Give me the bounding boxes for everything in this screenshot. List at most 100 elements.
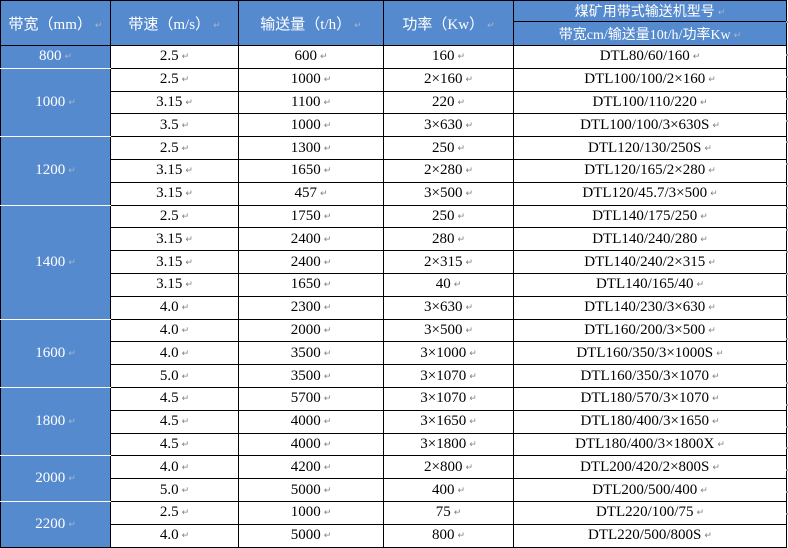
col-header-model-title[interactable]: 煤矿用带式输送机型号 ↵ — [513, 0, 787, 22]
belt-speed-cell[interactable]: 2.5 ↵ — [110, 136, 239, 160]
belt-speed-cell[interactable]: 4.5 ↵ — [110, 409, 239, 434]
power-cell[interactable]: 2×315 ↵ — [383, 250, 514, 274]
belt-speed-cell[interactable]: 3.15 ↵ — [110, 227, 239, 252]
power-cell[interactable]: 400 ↵ — [383, 478, 514, 502]
power-cell[interactable]: 160 ↵ — [383, 45, 514, 69]
capacity-cell[interactable]: 1300 ↵ — [238, 136, 384, 160]
capacity-cell[interactable]: 1750 ↵ — [238, 204, 384, 229]
model-cell[interactable]: DTL220/100/75 ↵ — [513, 500, 787, 525]
belt-speed-cell[interactable]: 3.15 ↵ — [110, 250, 239, 274]
belt-speed-cell[interactable]: 4.0 ↵ — [110, 523, 239, 548]
col-header-capacity[interactable]: 输送量（t/h） ↵ — [238, 0, 384, 46]
power-cell[interactable]: 3×500 ↵ — [383, 181, 514, 206]
belt-speed-cell[interactable]: 2.5 ↵ — [110, 204, 239, 229]
model-cell[interactable]: DTL160/350/3×1070 ↵ — [513, 364, 787, 388]
belt-speed-cell[interactable]: 3.15 ↵ — [110, 90, 239, 115]
belt-width-cell[interactable]: 1400 ↵ — [0, 204, 111, 320]
power-cell[interactable]: 3×630 ↵ — [383, 113, 514, 138]
power-cell[interactable]: 40 ↵ — [383, 272, 514, 297]
model-cell[interactable]: DTL100/100/3×630S ↵ — [513, 113, 787, 138]
belt-speed-cell[interactable]: 3.15 ↵ — [110, 272, 239, 297]
power-cell[interactable]: 3×1650 ↵ — [383, 409, 514, 434]
model-cell[interactable]: DTL80/60/160 ↵ — [513, 45, 787, 69]
col-header-belt-speed[interactable]: 带速（m/s） ↵ — [110, 0, 239, 46]
model-cell[interactable]: DTL140/230/3×630 ↵ — [513, 295, 787, 320]
belt-width-cell[interactable]: 1000 ↵ — [0, 67, 111, 138]
power-cell[interactable]: 3×1800 ↵ — [383, 432, 514, 457]
model-cell[interactable]: DTL100/100/2×160 ↵ — [513, 67, 787, 92]
belt-width-cell[interactable]: 1200 ↵ — [0, 136, 111, 206]
belt-width-cell[interactable]: 1800 ↵ — [0, 386, 111, 457]
col-header-power[interactable]: 功率（Kw） ↵ — [383, 0, 514, 46]
capacity-cell[interactable]: 1650 ↵ — [238, 272, 384, 297]
model-cell[interactable]: DTL100/110/220 ↵ — [513, 90, 787, 115]
belt-width-cell[interactable]: 800 ↵ — [0, 45, 111, 69]
capacity-cell[interactable]: 457 ↵ — [238, 181, 384, 206]
col-header-model-subtitle[interactable]: 带宽cm/输送量10t/h/功率Kw ↵ — [513, 21, 787, 46]
power-cell[interactable]: 3×500 ↵ — [383, 318, 514, 343]
capacity-cell[interactable]: 5000 ↵ — [238, 523, 384, 548]
capacity-cell[interactable]: 1000 ↵ — [238, 500, 384, 525]
capacity-cell[interactable]: 5000 ↵ — [238, 478, 384, 502]
capacity-cell[interactable]: 1100 ↵ — [238, 90, 384, 115]
capacity-cell[interactable]: 1650 ↵ — [238, 158, 384, 183]
model-cell[interactable]: DTL120/130/250S ↵ — [513, 136, 787, 160]
col-header-belt-width[interactable]: 带宽（mm） ↵ — [0, 0, 111, 46]
model-cell[interactable]: DTL180/570/3×1070 ↵ — [513, 386, 787, 411]
model-cell[interactable]: DTL120/165/2×280 ↵ — [513, 158, 787, 183]
capacity-cell[interactable]: 600 ↵ — [238, 45, 384, 69]
power-cell[interactable]: 220 ↵ — [383, 90, 514, 115]
power-cell[interactable]: 250 ↵ — [383, 136, 514, 160]
model-cell[interactable]: DTL160/200/3×500 ↵ — [513, 318, 787, 343]
power-cell[interactable]: 2×160 ↵ — [383, 67, 514, 92]
belt-speed-cell[interactable]: 3.15 ↵ — [110, 158, 239, 183]
model-cell[interactable]: DTL140/175/250 ↵ — [513, 204, 787, 229]
capacity-cell[interactable]: 3500 ↵ — [238, 364, 384, 388]
model-cell[interactable]: DTL140/165/40 ↵ — [513, 272, 787, 297]
power-cell[interactable]: 2×280 ↵ — [383, 158, 514, 183]
capacity-cell[interactable]: 4200 ↵ — [238, 455, 384, 480]
belt-speed-cell[interactable]: 4.0 ↵ — [110, 455, 239, 480]
model-cell[interactable]: DTL200/420/2×800S ↵ — [513, 455, 787, 480]
belt-width-cell[interactable]: 2200 ↵ — [0, 500, 111, 548]
model-cell[interactable]: DTL140/240/280 ↵ — [513, 227, 787, 252]
belt-speed-cell[interactable]: 4.0 ↵ — [110, 295, 239, 320]
model-cell[interactable]: DTL140/240/2×315 ↵ — [513, 250, 787, 274]
power-cell[interactable]: 280 ↵ — [383, 227, 514, 252]
power-cell[interactable]: 3×1070 ↵ — [383, 386, 514, 411]
belt-speed-cell[interactable]: 2.5 ↵ — [110, 67, 239, 92]
power-cell[interactable]: 250 ↵ — [383, 204, 514, 229]
capacity-cell[interactable]: 4000 ↵ — [238, 432, 384, 457]
power-cell[interactable]: 2×800 ↵ — [383, 455, 514, 480]
capacity-cell[interactable]: 2000 ↵ — [238, 318, 384, 343]
belt-width-cell[interactable]: 1600 ↵ — [0, 318, 111, 388]
capacity-cell[interactable]: 3500 ↵ — [238, 341, 384, 366]
power-cell[interactable]: 800 ↵ — [383, 523, 514, 548]
model-cell[interactable]: DTL220/500/800S ↵ — [513, 523, 787, 548]
power-cell[interactable]: 3×1000 ↵ — [383, 341, 514, 366]
belt-speed-cell[interactable]: 5.0 ↵ — [110, 478, 239, 502]
belt-speed-cell[interactable]: 4.0 ↵ — [110, 318, 239, 343]
capacity-cell[interactable]: 5700 ↵ — [238, 386, 384, 411]
belt-speed-cell[interactable]: 2.5 ↵ — [110, 45, 239, 69]
capacity-cell[interactable]: 4000 ↵ — [238, 409, 384, 434]
capacity-cell[interactable]: 1000 ↵ — [238, 67, 384, 92]
belt-speed-cell[interactable]: 5.0 ↵ — [110, 364, 239, 388]
power-cell[interactable]: 3×630 ↵ — [383, 295, 514, 320]
model-cell[interactable]: DTL180/400/3×1650 ↵ — [513, 409, 787, 434]
belt-speed-cell[interactable]: 4.5 ↵ — [110, 432, 239, 457]
belt-width-cell[interactable]: 2000 ↵ — [0, 455, 111, 502]
belt-speed-cell[interactable]: 4.0 ↵ — [110, 341, 239, 366]
belt-speed-cell[interactable]: 4.5 ↵ — [110, 386, 239, 411]
model-cell[interactable]: DTL180/400/3×1800X ↵ — [513, 432, 787, 457]
power-cell[interactable]: 75 ↵ — [383, 500, 514, 525]
model-cell[interactable]: DTL160/350/3×1000S ↵ — [513, 341, 787, 366]
belt-speed-cell[interactable]: 2.5 ↵ — [110, 500, 239, 525]
belt-speed-cell[interactable]: 3.15 ↵ — [110, 181, 239, 206]
capacity-cell[interactable]: 2400 ↵ — [238, 227, 384, 252]
belt-speed-cell[interactable]: 3.5 ↵ — [110, 113, 239, 138]
power-cell[interactable]: 3×1070 ↵ — [383, 364, 514, 388]
capacity-cell[interactable]: 2300 ↵ — [238, 295, 384, 320]
capacity-cell[interactable]: 1000 ↵ — [238, 113, 384, 138]
model-cell[interactable]: DTL200/500/400 ↵ — [513, 478, 787, 502]
